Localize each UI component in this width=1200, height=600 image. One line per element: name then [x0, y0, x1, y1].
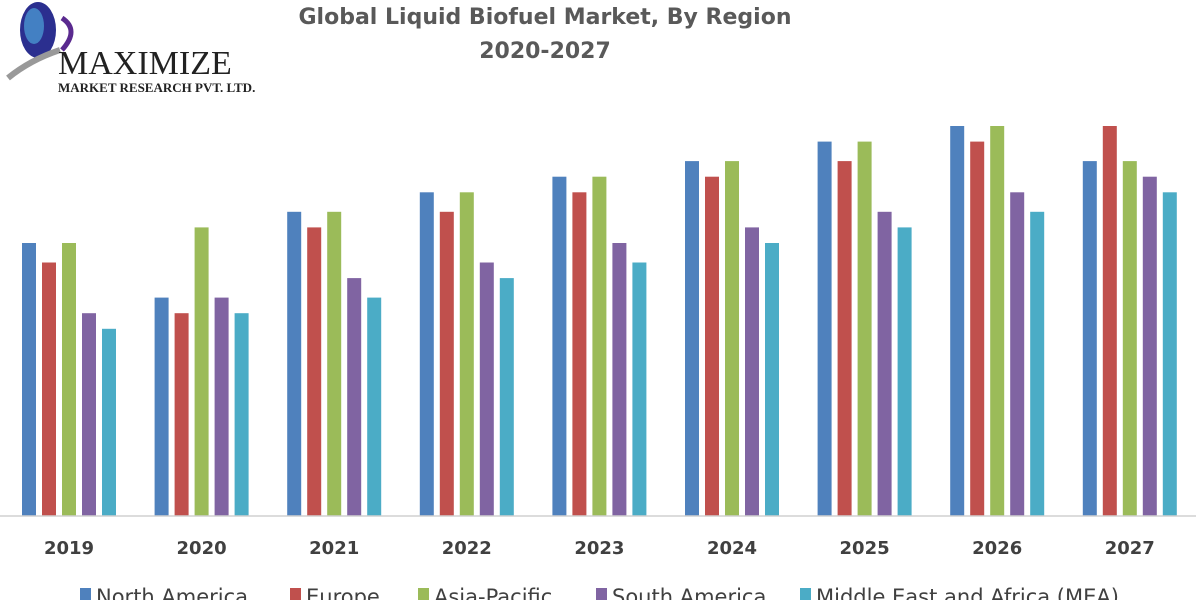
bar-2025-4 — [897, 227, 912, 516]
bar-2019-1 — [42, 262, 56, 516]
bar-2022-1 — [439, 211, 454, 517]
bar-2023-0 — [552, 176, 567, 516]
bar-2022-2 — [459, 192, 474, 517]
chart-subtitle: 2020-2027 — [479, 39, 611, 64]
x-tick-label: 2026 — [972, 538, 1022, 559]
bar-2023-1 — [572, 192, 587, 517]
bar-2025-1 — [837, 161, 852, 516]
x-tick-label: 2025 — [840, 538, 890, 559]
bar-2024-1 — [705, 176, 719, 516]
bar-2022-3 — [479, 262, 494, 516]
legend-label: Asia-Pacific — [434, 585, 552, 600]
bar-2027-0 — [1082, 161, 1097, 516]
bar-2019-2 — [62, 243, 76, 516]
bar-2024-2 — [725, 161, 739, 516]
bar-2025-3 — [877, 211, 892, 517]
bar-2025-2 — [857, 141, 872, 516]
bar-2021-1 — [307, 227, 322, 516]
bar-2021-4 — [367, 297, 382, 516]
bar-2021-2 — [327, 211, 342, 517]
x-tick-label: 2023 — [574, 538, 624, 559]
bar-2020-3 — [214, 297, 229, 516]
bar-2021-0 — [287, 211, 302, 517]
logo-subtitle: MARKET RESEARCH PVT. LTD. — [58, 80, 255, 95]
logo: MAXIMIZE MARKET RESEARCH PVT. LTD. — [6, 2, 255, 95]
x-tick-label: 2024 — [707, 538, 757, 559]
legend-swatch — [418, 588, 429, 600]
bar-2026-3 — [1010, 192, 1025, 517]
bar-2026-4 — [1030, 211, 1045, 517]
bar-2027-4 — [1162, 192, 1177, 517]
bar-2020-2 — [194, 227, 209, 516]
bar-2020-4 — [234, 313, 249, 516]
bar-2026-0 — [950, 126, 965, 516]
legend-label: Europe — [306, 585, 380, 600]
legend-swatch — [800, 588, 811, 600]
bar-2024-0 — [685, 161, 699, 516]
legend-swatch — [80, 588, 91, 600]
x-tick-label: 2027 — [1105, 538, 1155, 559]
chart-title: Global Liquid Biofuel Market, By Region — [299, 5, 792, 30]
bar-2026-1 — [970, 141, 985, 516]
bar-2022-4 — [499, 278, 514, 516]
bar-2024-4 — [765, 243, 779, 516]
x-tick-label: 2021 — [309, 538, 359, 559]
bar-2027-1 — [1102, 126, 1117, 516]
bar-2019-4 — [102, 328, 116, 516]
legend-label: North America — [96, 585, 248, 600]
bar-2023-3 — [612, 243, 627, 516]
bar-2024-3 — [745, 227, 759, 516]
bar-2023-2 — [592, 176, 607, 516]
bar-2023-4 — [632, 262, 647, 516]
legend-swatch — [596, 588, 607, 600]
bar-2022-0 — [419, 192, 434, 517]
bar-2027-3 — [1142, 176, 1157, 516]
bar-2026-2 — [990, 126, 1005, 516]
legend-label: Middle East and Africa (MEA) — [816, 585, 1119, 600]
legend-swatch — [290, 588, 301, 600]
bar-2025-0 — [817, 141, 832, 516]
x-tick-label: 2020 — [177, 538, 227, 559]
bar-2021-3 — [347, 278, 362, 516]
bar-2019-3 — [82, 313, 96, 516]
bar-2020-1 — [174, 313, 189, 516]
bar-2027-2 — [1122, 161, 1137, 516]
legend-label: South America — [612, 585, 766, 600]
logo-name: MAXIMIZE — [58, 45, 232, 82]
bar-2019-0 — [22, 243, 36, 516]
bar-2020-0 — [154, 297, 169, 516]
x-tick-label: 2022 — [442, 538, 492, 559]
x-tick-label: 2019 — [44, 538, 94, 559]
